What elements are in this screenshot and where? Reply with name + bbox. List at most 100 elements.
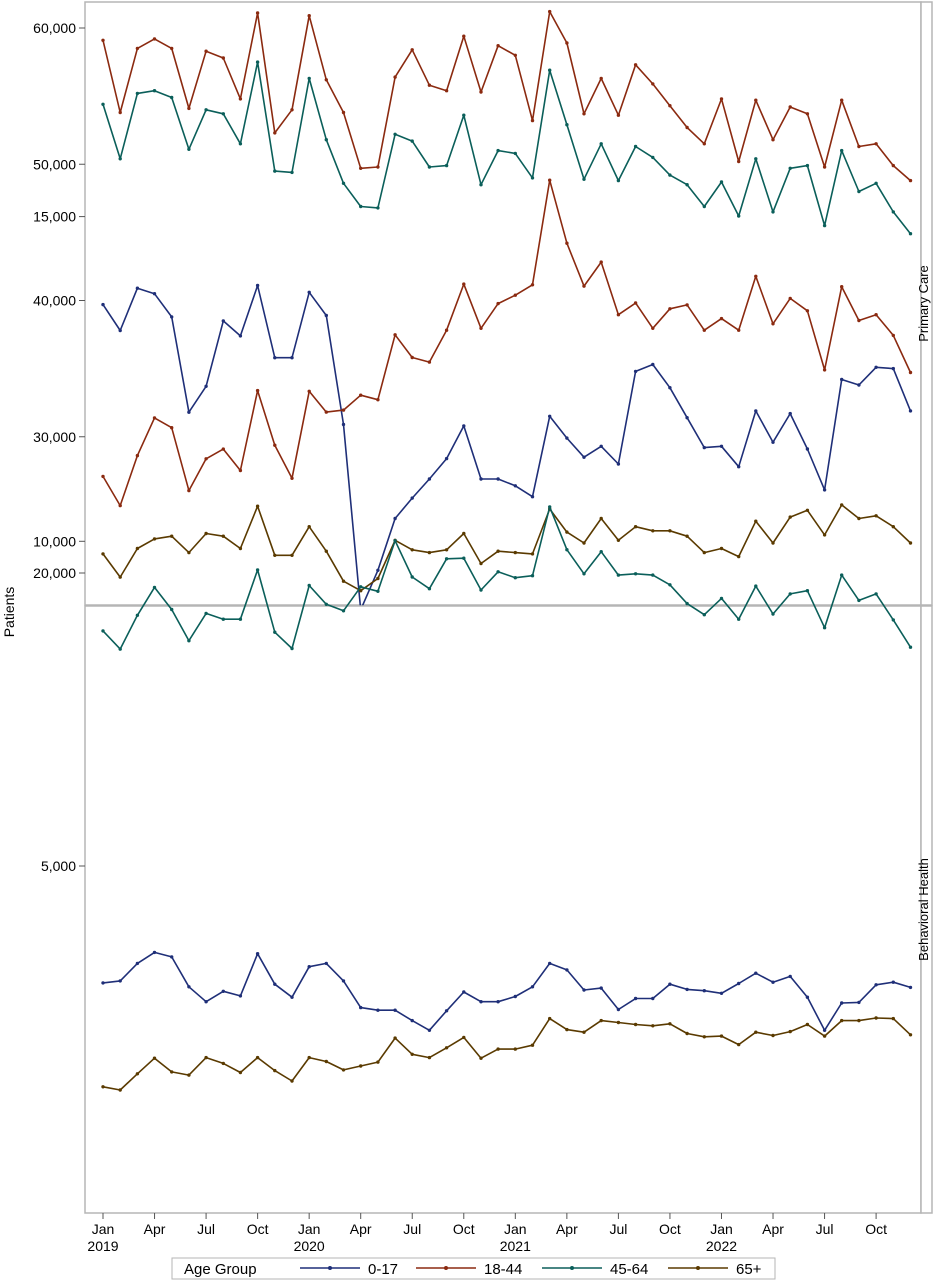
data-point	[479, 1056, 483, 1060]
data-point	[376, 576, 380, 581]
data-point	[187, 410, 191, 414]
data-point	[530, 176, 535, 180]
data-point	[101, 629, 105, 633]
data-point	[805, 508, 810, 512]
data-point	[324, 78, 328, 82]
x-tick-label: 2020	[294, 1238, 325, 1254]
data-point	[273, 982, 277, 986]
data-point	[101, 1085, 105, 1089]
data-point	[822, 1034, 827, 1038]
data-point	[857, 598, 861, 603]
legend-marker	[328, 1266, 332, 1270]
data-point	[359, 585, 363, 589]
data-point	[187, 985, 191, 989]
data-point	[891, 618, 895, 622]
series-0-17	[101, 950, 913, 1033]
x-tick-label: Jan	[92, 1221, 115, 1237]
series-18-44	[101, 9, 913, 183]
series-line	[102, 179, 912, 507]
data-point	[479, 1000, 483, 1004]
data-point	[273, 356, 277, 360]
data-point	[462, 1035, 466, 1040]
data-point	[599, 986, 603, 990]
data-point	[530, 495, 535, 499]
data-point	[496, 477, 500, 481]
data-point	[840, 285, 844, 289]
data-point	[359, 166, 363, 170]
x-tick-label: Jul	[609, 1221, 627, 1237]
legend-marker	[570, 1266, 574, 1270]
data-point	[719, 991, 724, 995]
data-point	[805, 1022, 810, 1027]
data-point	[633, 301, 638, 305]
data-point	[616, 462, 621, 466]
data-point	[479, 561, 483, 566]
series-65+	[101, 503, 913, 593]
series-line	[102, 1017, 912, 1091]
data-point	[170, 46, 174, 51]
data-point	[204, 611, 208, 616]
data-point	[444, 456, 449, 461]
data-point	[307, 14, 311, 18]
data-point	[221, 112, 225, 116]
data-point	[204, 384, 208, 388]
data-point	[341, 1068, 346, 1072]
data-point	[754, 971, 758, 975]
x-tick-label: 2021	[500, 1238, 531, 1254]
data-point	[719, 1034, 724, 1038]
data-point	[221, 319, 225, 323]
data-point	[118, 1088, 122, 1092]
data-point	[548, 178, 552, 182]
data-point	[135, 961, 140, 966]
data-point	[427, 477, 432, 481]
data-point	[101, 302, 105, 307]
series-line	[102, 284, 912, 611]
data-point	[170, 534, 174, 538]
data-point	[737, 617, 741, 621]
data-point	[273, 443, 277, 447]
data-point	[118, 979, 122, 983]
data-point	[788, 105, 792, 109]
data-point	[341, 979, 346, 983]
data-point	[771, 1033, 775, 1038]
data-point	[651, 362, 655, 367]
data-point	[908, 645, 913, 649]
data-point	[513, 550, 517, 555]
x-tick-label: 2022	[706, 1238, 737, 1254]
data-point	[565, 241, 569, 245]
data-point	[668, 307, 672, 311]
data-point	[582, 284, 586, 288]
data-point	[187, 147, 191, 151]
data-point	[857, 189, 861, 194]
data-point	[462, 113, 466, 117]
data-point	[685, 1031, 689, 1036]
data-point	[702, 989, 706, 993]
data-point	[187, 550, 191, 555]
data-point	[668, 583, 672, 587]
data-point	[376, 206, 380, 210]
data-point	[393, 516, 397, 521]
data-point	[307, 583, 311, 588]
data-point	[444, 1009, 449, 1013]
y-tick-label: 30,000	[33, 429, 76, 445]
data-point	[376, 589, 380, 593]
data-point	[513, 1047, 517, 1051]
data-point	[582, 572, 586, 576]
data-point	[548, 68, 552, 72]
data-point	[427, 1055, 432, 1060]
panel-frame	[84, 1, 922, 606]
data-point	[324, 1059, 328, 1064]
data-point	[462, 34, 466, 38]
data-point	[152, 537, 157, 541]
data-point	[513, 576, 517, 580]
data-point	[685, 416, 689, 420]
data-point	[840, 148, 844, 153]
data-point	[771, 612, 775, 616]
data-point	[891, 333, 895, 338]
data-point	[548, 505, 552, 509]
data-point	[668, 104, 672, 108]
data-point	[754, 584, 758, 588]
data-point	[805, 995, 810, 999]
data-point	[702, 1035, 706, 1039]
